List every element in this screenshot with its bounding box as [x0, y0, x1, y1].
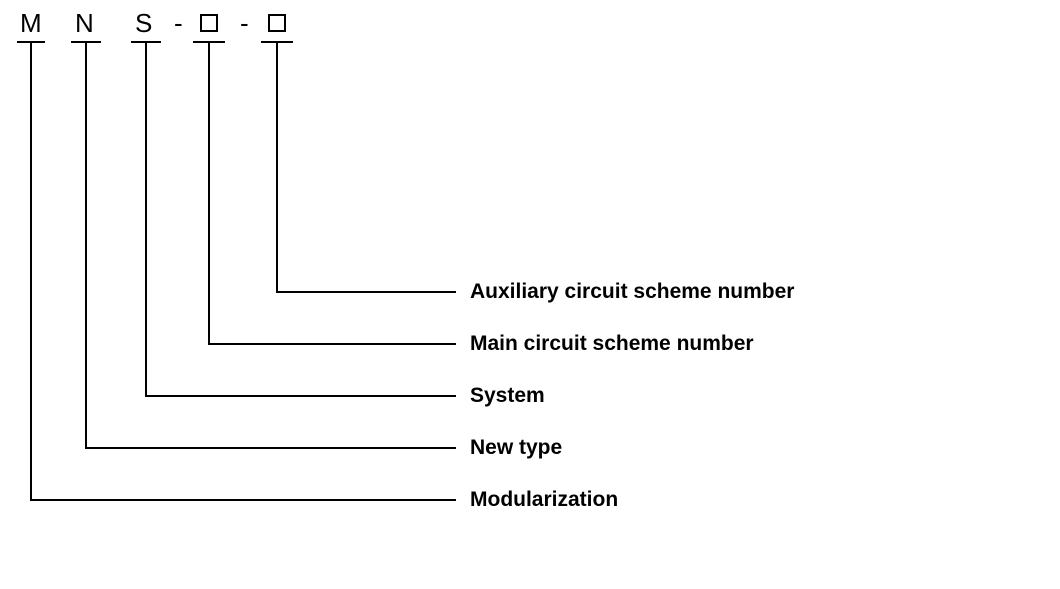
- nomenclature-diagram: M N S - - Auxiliary circuit scheme numbe…: [0, 0, 1060, 589]
- connector-lines: [0, 0, 1060, 589]
